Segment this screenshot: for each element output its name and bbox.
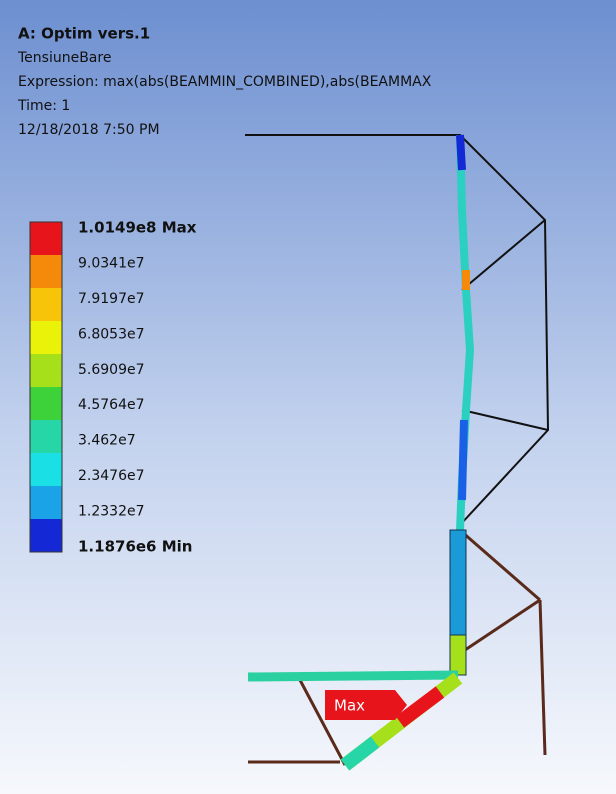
legend-swatch: [30, 387, 62, 420]
time: Time: 1: [17, 98, 70, 114]
title: A: Optim vers.1: [18, 25, 150, 43]
beam: [247, 670, 459, 682]
tag-label: Max: [334, 697, 365, 715]
legend-swatch: [30, 288, 62, 321]
legend-label: 5.6909e7: [78, 362, 145, 378]
legend-label: 6.8053e7: [78, 326, 145, 342]
legend-swatch: [30, 453, 62, 486]
beam: [395, 686, 445, 728]
legend-swatch: [30, 255, 62, 288]
legend-swatch: [30, 222, 62, 255]
legend-border: [29, 221, 63, 553]
model: [245, 134, 550, 771]
legend-swatch: [30, 354, 62, 387]
legend: 1.0149e8 Max 9.0341e7 7.9197e7 6.8053e7 5.69…: [29, 219, 197, 556]
date: 12/18/2018 7:50 PM: [18, 122, 160, 138]
legend-label: 4.5764e7: [78, 397, 145, 413]
brace: [461, 530, 541, 602]
brace: [298, 679, 347, 766]
legend-swatch: [30, 519, 62, 552]
legend-label: 1.2332e7: [78, 504, 145, 520]
legend-swatch: [30, 321, 62, 354]
column: [449, 634, 467, 676]
legend-label: 3.462e7: [78, 433, 136, 449]
legend-swatch: [30, 420, 62, 453]
legend-label: 1.1876e6 Min: [78, 538, 192, 556]
legend-label: 9.0341e7: [78, 255, 145, 271]
brace: [461, 219, 546, 291]
tag-box: [325, 690, 407, 720]
result-name: TensiuneBare: [17, 50, 111, 66]
beam: [456, 134, 466, 171]
brace: [538, 599, 547, 756]
beam: [340, 736, 380, 771]
legend-label: 2.3476e7: [78, 468, 145, 484]
legend-swatch: [30, 486, 62, 519]
legend-label: 1.0149e8 Max: [78, 219, 197, 237]
brace: [461, 409, 549, 431]
expression: Expression: max(abs(BEAMMIN_COMBINED),ab…: [18, 74, 432, 90]
brace: [461, 598, 541, 654]
beam: [458, 419, 468, 501]
legend-label: 7.9197e7: [78, 291, 145, 307]
max-tag: Max: [325, 690, 407, 720]
